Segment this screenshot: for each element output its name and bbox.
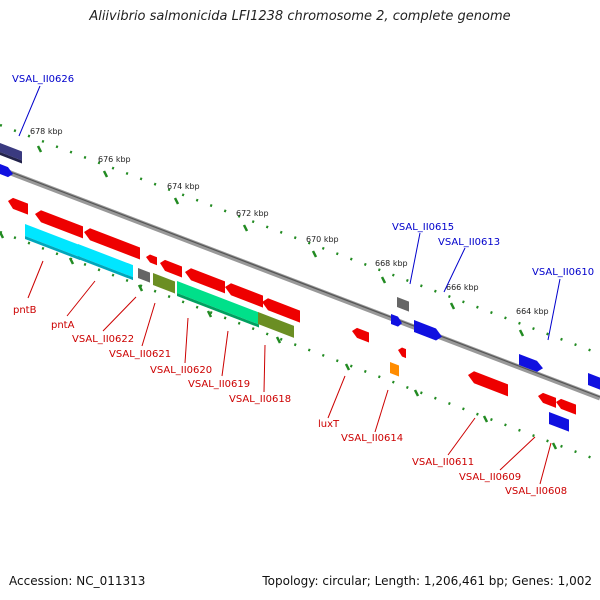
diagram-title: Aliivibrio salmonicida LFI1238 chromosom… xyxy=(89,9,511,24)
gene-label: VSAL_II0615 xyxy=(392,222,454,233)
gene-vsal-ii0614 xyxy=(390,362,399,377)
gene-label: VSAL_II0608 xyxy=(505,486,567,497)
genome-summary-text: Topology: circular; Length: 1,206,461 bp… xyxy=(262,574,592,588)
gene-vsal-ii0615 xyxy=(397,297,409,312)
kbp-tick-labels: 678 kbp 676 kbp 674 kbp 672 kbp 670 kbp … xyxy=(30,127,549,316)
reverse-gene-labels: pntB pntA VSAL_II0622 VSAL_II0621 VSAL_I… xyxy=(13,305,567,497)
gene-blue-a xyxy=(391,314,402,327)
kbp-label: 668 kbp xyxy=(375,259,408,268)
gene-label: VSAL_II0613 xyxy=(438,237,500,248)
gene-label: VSAL_II0609 xyxy=(459,472,521,483)
major-ticks xyxy=(0,145,558,450)
gene-pntb xyxy=(25,224,80,261)
gene-label: VSAL_II0620 xyxy=(150,365,212,376)
gene-blue-small xyxy=(0,164,13,178)
kbp-label: 674 kbp xyxy=(167,182,200,191)
gene-label: VSAL_II0611 xyxy=(412,457,474,468)
gene-vsal-ii0608 xyxy=(549,412,569,432)
gene-vsal-ii0621 xyxy=(153,273,175,294)
kbp-label: 672 kbp xyxy=(236,209,269,218)
gene-vsal-ii0618 xyxy=(258,312,294,338)
gene-vsal-ii0626 xyxy=(0,143,22,164)
kbp-label: 666 kbp xyxy=(446,283,479,292)
accession-text: Accession: NC_011313 xyxy=(9,574,146,588)
gene-blue-edge xyxy=(588,373,600,390)
gene-label: VSAL_II0622 xyxy=(72,334,134,345)
chromosome-backbone xyxy=(0,166,600,401)
gene-label: VSAL_II0619 xyxy=(188,379,250,390)
gene-label: pntA xyxy=(51,320,75,331)
gene-red-h xyxy=(556,398,576,415)
gene-red-d xyxy=(225,283,263,308)
kbp-label: 670 kbp xyxy=(306,235,339,244)
gene-red-c xyxy=(185,268,225,294)
gene-label: VSAL_II0618 xyxy=(229,394,291,405)
gene-features xyxy=(0,143,600,432)
gene-label: VSAL_II0621 xyxy=(109,349,171,360)
gene-pnta xyxy=(78,244,133,281)
forward-gene-labels: VSAL_II0626 VSAL_II0615 VSAL_II0613 VSAL… xyxy=(12,74,594,278)
gene-pntb-top xyxy=(35,210,83,239)
gene-label: VSAL_II0614 xyxy=(341,433,403,444)
kbp-label: 664 kbp xyxy=(516,307,549,316)
gene-red-small xyxy=(146,254,157,266)
lower-scale-line xyxy=(0,230,600,463)
gene-vsal-ii0613 xyxy=(414,320,442,341)
kbp-label: 678 kbp xyxy=(30,127,63,136)
gene-vsal-ii0611 xyxy=(468,371,508,397)
gene-red-f xyxy=(398,347,406,359)
gene-label: VSAL_II0610 xyxy=(532,267,594,278)
gene-red-a xyxy=(8,197,28,215)
gene-red-g xyxy=(538,392,556,408)
gene-red-b xyxy=(160,259,182,278)
gene-vsal-ii0610 xyxy=(519,354,543,372)
kbp-label: 676 kbp xyxy=(98,155,131,164)
gene-vsal-ii0622 xyxy=(138,268,150,283)
gene-label: pntB xyxy=(13,305,37,316)
gene-luxt xyxy=(352,327,369,343)
gene-pnta-top xyxy=(84,228,140,260)
gene-label: luxT xyxy=(318,419,340,430)
gene-vsal-ii0620 xyxy=(177,281,259,328)
gene-label: VSAL_II0626 xyxy=(12,74,74,85)
leader-lines xyxy=(18,85,561,485)
gene-red-e xyxy=(262,298,300,323)
